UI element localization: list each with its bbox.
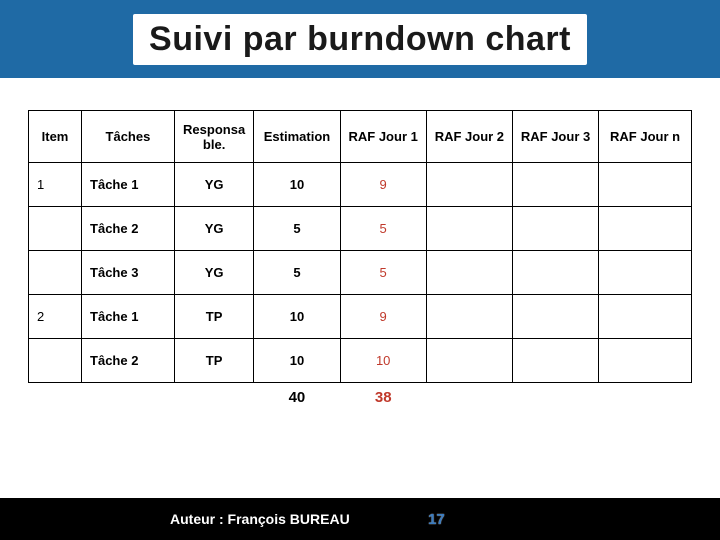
cell-rafn bbox=[599, 339, 692, 383]
footer-bar: Auteur : François BUREAU 17 bbox=[0, 498, 720, 540]
th-resp: Responsa ble. bbox=[174, 111, 254, 163]
footer-page-number: 17 bbox=[428, 511, 445, 528]
cell-rafn bbox=[599, 207, 692, 251]
th-task: Tâches bbox=[82, 111, 175, 163]
cell-raf2 bbox=[426, 295, 512, 339]
table-row: Tâche 3 YG 5 5 bbox=[29, 251, 692, 295]
burndown-table: Item Tâches Responsa ble. Estimation RAF… bbox=[28, 110, 692, 383]
footer-author: Auteur : François BUREAU bbox=[0, 511, 350, 527]
title-bar: Suivi par burndown chart bbox=[0, 0, 720, 78]
cell-rafn bbox=[599, 163, 692, 207]
cell-resp: YG bbox=[174, 251, 254, 295]
cell-raf1: 5 bbox=[340, 207, 426, 251]
cell-item: 2 bbox=[29, 295, 82, 339]
table-row: 1 Tâche 1 YG 10 9 bbox=[29, 163, 692, 207]
cell-est: 5 bbox=[254, 207, 340, 251]
table-header-row: Item Tâches Responsa ble. Estimation RAF… bbox=[29, 111, 692, 163]
th-raf3: RAF Jour 3 bbox=[512, 111, 598, 163]
cell-est: 10 bbox=[254, 163, 340, 207]
cell-task: Tâche 1 bbox=[82, 163, 175, 207]
totals-spacer bbox=[28, 389, 254, 406]
cell-task: Tâche 2 bbox=[82, 339, 175, 383]
cell-est: 10 bbox=[254, 339, 340, 383]
table-row: 2 Tâche 1 TP 10 9 bbox=[29, 295, 692, 339]
cell-resp: TP bbox=[174, 339, 254, 383]
cell-item bbox=[29, 339, 82, 383]
cell-raf1: 5 bbox=[340, 251, 426, 295]
cell-raf3 bbox=[512, 251, 598, 295]
th-raf1: RAF Jour 1 bbox=[340, 111, 426, 163]
cell-raf3 bbox=[512, 339, 598, 383]
cell-raf3 bbox=[512, 295, 598, 339]
title-box: Suivi par burndown chart bbox=[133, 14, 587, 65]
slide: Suivi par burndown chart Item Tâches Res… bbox=[0, 0, 720, 540]
cell-item bbox=[29, 251, 82, 295]
table-row: Tâche 2 TP 10 10 bbox=[29, 339, 692, 383]
th-rafn: RAF Jour n bbox=[599, 111, 692, 163]
cell-resp: YG bbox=[174, 207, 254, 251]
slide-title: Suivi par burndown chart bbox=[149, 20, 571, 59]
cell-rafn bbox=[599, 251, 692, 295]
cell-raf2 bbox=[426, 339, 512, 383]
cell-raf1: 9 bbox=[340, 295, 426, 339]
total-est: 40 bbox=[254, 389, 340, 406]
content-area: Item Tâches Responsa ble. Estimation RAF… bbox=[28, 110, 692, 406]
total-raf1: 38 bbox=[340, 389, 426, 406]
cell-task: Tâche 3 bbox=[82, 251, 175, 295]
cell-raf1: 10 bbox=[340, 339, 426, 383]
cell-rafn bbox=[599, 295, 692, 339]
cell-raf1: 9 bbox=[340, 163, 426, 207]
cell-item bbox=[29, 207, 82, 251]
cell-task: Tâche 2 bbox=[82, 207, 175, 251]
table-row: Tâche 2 YG 5 5 bbox=[29, 207, 692, 251]
cell-raf3 bbox=[512, 207, 598, 251]
th-est: Estimation bbox=[254, 111, 340, 163]
cell-raf2 bbox=[426, 207, 512, 251]
th-raf2: RAF Jour 2 bbox=[426, 111, 512, 163]
cell-raf3 bbox=[512, 163, 598, 207]
cell-task: Tâche 1 bbox=[82, 295, 175, 339]
totals-row: 40 38 bbox=[28, 389, 692, 406]
cell-resp: TP bbox=[174, 295, 254, 339]
cell-raf2 bbox=[426, 251, 512, 295]
footer-page-wrap: 17 bbox=[428, 498, 445, 540]
cell-item: 1 bbox=[29, 163, 82, 207]
cell-est: 10 bbox=[254, 295, 340, 339]
cell-resp: YG bbox=[174, 163, 254, 207]
th-item: Item bbox=[29, 111, 82, 163]
cell-est: 5 bbox=[254, 251, 340, 295]
cell-raf2 bbox=[426, 163, 512, 207]
